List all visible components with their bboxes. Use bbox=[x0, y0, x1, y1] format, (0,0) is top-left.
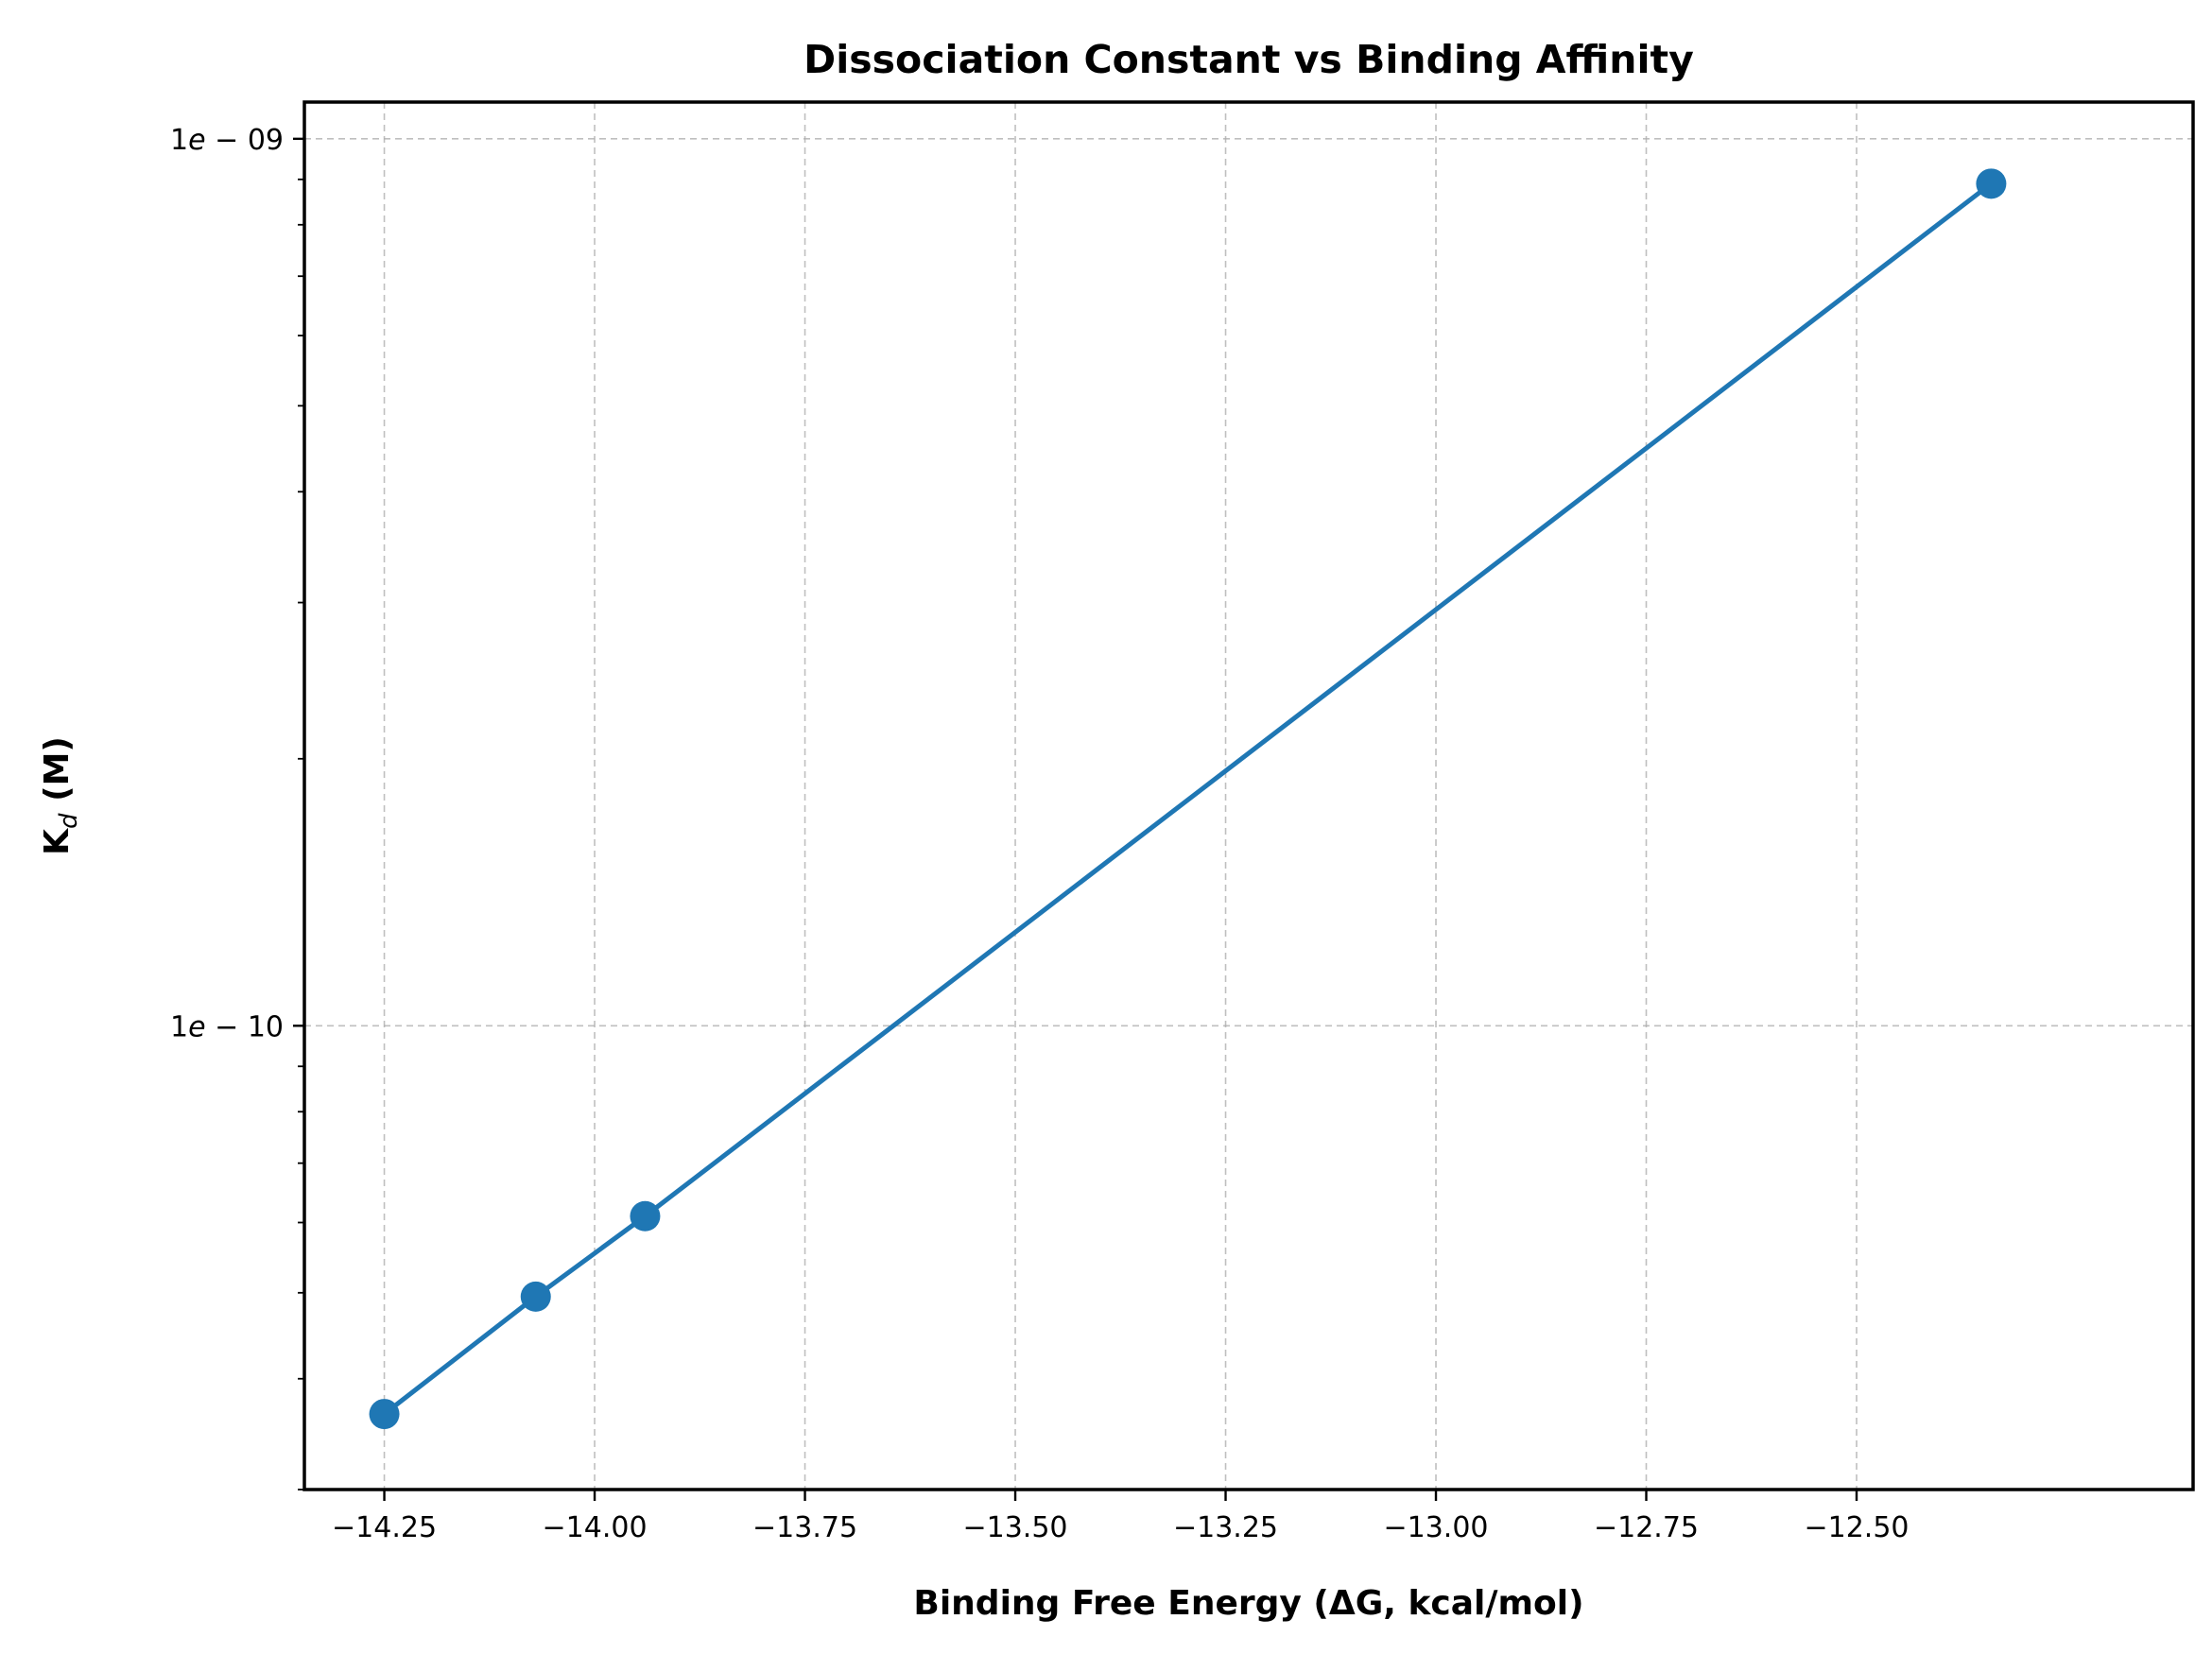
y-tick-label: 1e − 10 bbox=[170, 1010, 284, 1043]
x-tick-label: −13.75 bbox=[752, 1511, 857, 1544]
x-axis-label: Binding Free Energy (ΔG, kcal/mol) bbox=[913, 1584, 1583, 1623]
x-tick-label: −13.25 bbox=[1173, 1511, 1278, 1544]
x-axis-ticks: −14.25 −14.00 −13.75 −13.50 −13.25 −13.00 −12.… bbox=[332, 1490, 1910, 1544]
x-tick-label: −12.50 bbox=[1804, 1511, 1909, 1544]
data-point bbox=[520, 1281, 551, 1312]
y-axis-label-main: K bbox=[38, 828, 77, 855]
y-axis-label-unit: (M) bbox=[38, 736, 77, 813]
x-tick-label: −13.50 bbox=[963, 1511, 1068, 1544]
y-axis-label-sub: d bbox=[55, 813, 83, 829]
x-tick-label: −13.00 bbox=[1384, 1511, 1489, 1544]
y-axis-label: Kd (M) bbox=[38, 736, 83, 855]
data-point bbox=[630, 1200, 661, 1232]
series-layer bbox=[369, 168, 2007, 1430]
x-tick-label: −14.00 bbox=[543, 1511, 648, 1544]
grid bbox=[304, 102, 2193, 1490]
data-point bbox=[1976, 168, 2007, 199]
chart-title: Dissociation Constant vs Binding Affinit… bbox=[804, 37, 1694, 82]
plot-frame bbox=[302, 100, 2195, 1491]
x-tick-label: −12.75 bbox=[1594, 1511, 1699, 1544]
y-tick-label: 1e − 09 bbox=[170, 124, 284, 157]
data-point bbox=[369, 1399, 400, 1430]
series-line bbox=[382, 181, 1993, 1417]
y-axis-ticks: 1e − 10 1e − 09 bbox=[170, 124, 304, 1043]
x-tick-label: −14.25 bbox=[332, 1511, 437, 1544]
